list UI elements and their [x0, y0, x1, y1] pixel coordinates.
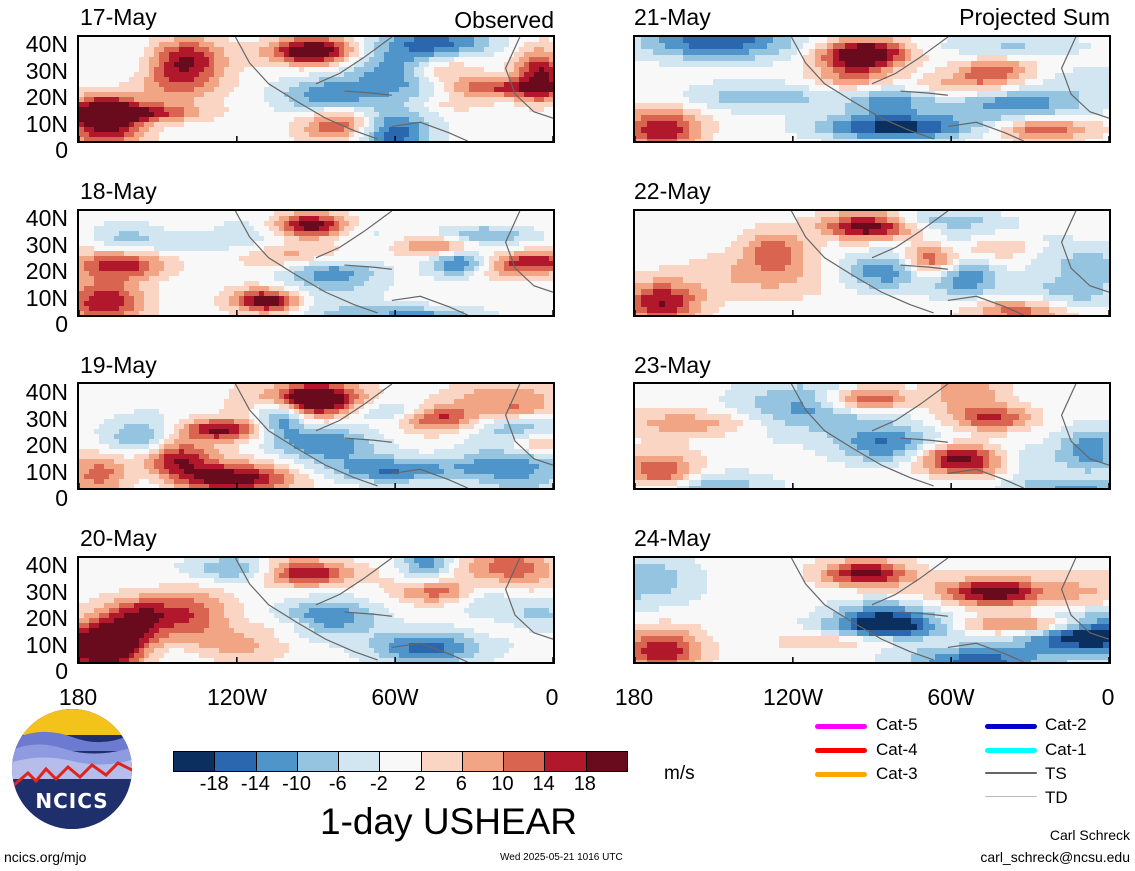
shear-map-panel: [633, 382, 1111, 490]
y-tick-label: 0: [55, 658, 68, 684]
storm-legend-line: [815, 772, 867, 777]
y-tick-label: 40N: [25, 379, 68, 405]
x-tick-label: 120W: [762, 684, 824, 710]
panel-date-label: 20-May: [80, 525, 157, 551]
panel-date-label: 22-May: [634, 178, 711, 204]
colorbar-tick-label: -2: [370, 773, 388, 795]
colorbar-swatch: [297, 752, 340, 771]
y-tick-label: 40N: [25, 552, 68, 578]
ncics-logo-graphic: NCICS: [12, 709, 132, 829]
colorbar-units: m/s: [664, 763, 695, 784]
colorbar-tick-label: -6: [328, 773, 347, 795]
colorbar-swatch: [421, 752, 463, 771]
y-tick-label: 20N: [25, 84, 68, 110]
y-tick-label: 0: [55, 137, 68, 163]
colorbar-tick-label: -10: [282, 773, 311, 795]
y-tick-label: 10N: [25, 458, 68, 485]
colorbar-swatch: [586, 752, 627, 771]
storm-legend-line: [985, 748, 1037, 753]
plot-title: 1-day USHEAR: [320, 801, 578, 842]
y-tick-label: 10N: [25, 110, 68, 137]
panel-date-label: 21-May: [634, 4, 711, 30]
storm-legend-label: Cat-2: [1045, 715, 1087, 734]
footer-timestamp: Wed 2025-05-21 1016 UTC: [500, 852, 623, 863]
storm-legend-label: Cat-5: [876, 715, 918, 734]
colorbar-swatch: [380, 752, 422, 771]
colorbar-swatch: [462, 752, 505, 771]
colorbar-tick-label: 6: [455, 773, 467, 795]
panel-date-label: 23-May: [634, 352, 711, 378]
shear-map-panel: [77, 382, 555, 490]
ncics-logo: NCICS: [10, 707, 134, 831]
x-tick-label: 0: [545, 684, 559, 710]
colorbar-tick-label: 18: [573, 773, 596, 795]
y-tick-label: 20N: [25, 258, 68, 284]
storm-legend-label: Cat-4: [876, 740, 918, 759]
colorbar-tick-label: 2: [414, 773, 426, 795]
colorbar-swatch: [339, 752, 381, 771]
y-tick-label: 20N: [25, 432, 68, 458]
y-tick-label: 0: [55, 485, 68, 511]
y-tick-label: 30N: [25, 57, 68, 84]
shear-field: [635, 37, 1109, 141]
colorbar-swatch: [545, 752, 587, 771]
storm-legend-line: [985, 724, 1037, 729]
logo-text: NCICS: [35, 789, 108, 813]
colorbar-swatch: [174, 752, 216, 771]
colorbar-tick-label: -14: [240, 773, 270, 795]
shear-map-panel: [633, 35, 1111, 143]
colorbar-tick-label: -18: [199, 773, 229, 795]
x-tick-label: 180: [58, 684, 98, 710]
shear-map-panel: [77, 35, 555, 143]
panel-date-label: 17-May: [80, 4, 157, 30]
x-tick-label: 120W: [206, 684, 268, 710]
panel-date-label: 19-May: [80, 352, 157, 378]
footer-email: carl_schreck@ncsu.edu: [980, 849, 1130, 865]
y-tick-label: 30N: [25, 578, 68, 605]
storm-legend-label: Cat-1: [1045, 740, 1087, 759]
footer-url: ncics.org/mjo: [4, 849, 87, 865]
y-tick-label: 30N: [25, 405, 68, 432]
storm-legend-line: [985, 772, 1037, 774]
footer-author: Carl Schreck: [1049, 827, 1130, 843]
observed-header: Observed: [454, 7, 554, 33]
panel-date-label: 24-May: [634, 525, 711, 551]
shear-map-panel: [77, 556, 555, 664]
colorbar-swatch: [504, 752, 546, 771]
shear-field: [635, 211, 1109, 315]
storm-legend-label: TS: [1045, 764, 1067, 783]
x-tick-label: 0: [1101, 684, 1115, 710]
shear-field: [635, 384, 1109, 488]
y-tick-label: 0: [55, 311, 68, 337]
storm-legend-label: Cat-3: [876, 764, 918, 783]
shear-field: [79, 384, 553, 488]
shear-map-panel: [77, 209, 555, 317]
colorbar-swatch: [256, 752, 298, 771]
y-tick-label: 40N: [25, 205, 68, 231]
y-tick-label: 10N: [25, 631, 68, 658]
x-tick-label: 180: [614, 684, 654, 710]
storm-legend-line: [815, 748, 867, 753]
panel-date-label: 18-May: [80, 178, 157, 204]
storm-legend-line: [985, 796, 1037, 797]
shear-field: [79, 211, 553, 315]
y-tick-label: 40N: [25, 31, 68, 57]
shear-field: [79, 37, 553, 141]
colorbar-tick-label: 10: [491, 773, 514, 795]
storm-legend-line: [815, 724, 867, 729]
shear-field: [635, 558, 1109, 662]
shear-map-panel: [633, 209, 1111, 317]
y-tick-label: 10N: [25, 284, 68, 311]
y-tick-label: 20N: [25, 605, 68, 631]
storm-legend-label: TD: [1045, 788, 1068, 807]
x-tick-label: 60W: [927, 684, 975, 710]
colorbar-tick-label: 14: [532, 773, 555, 795]
colorbar-swatch: [215, 752, 257, 771]
colorbar: [173, 751, 628, 772]
shear-field: [79, 558, 553, 662]
x-tick-label: 60W: [371, 684, 419, 710]
shear-map-panel: [633, 556, 1111, 664]
y-tick-label: 30N: [25, 231, 68, 258]
projected-header: Projected Sum: [959, 4, 1110, 30]
